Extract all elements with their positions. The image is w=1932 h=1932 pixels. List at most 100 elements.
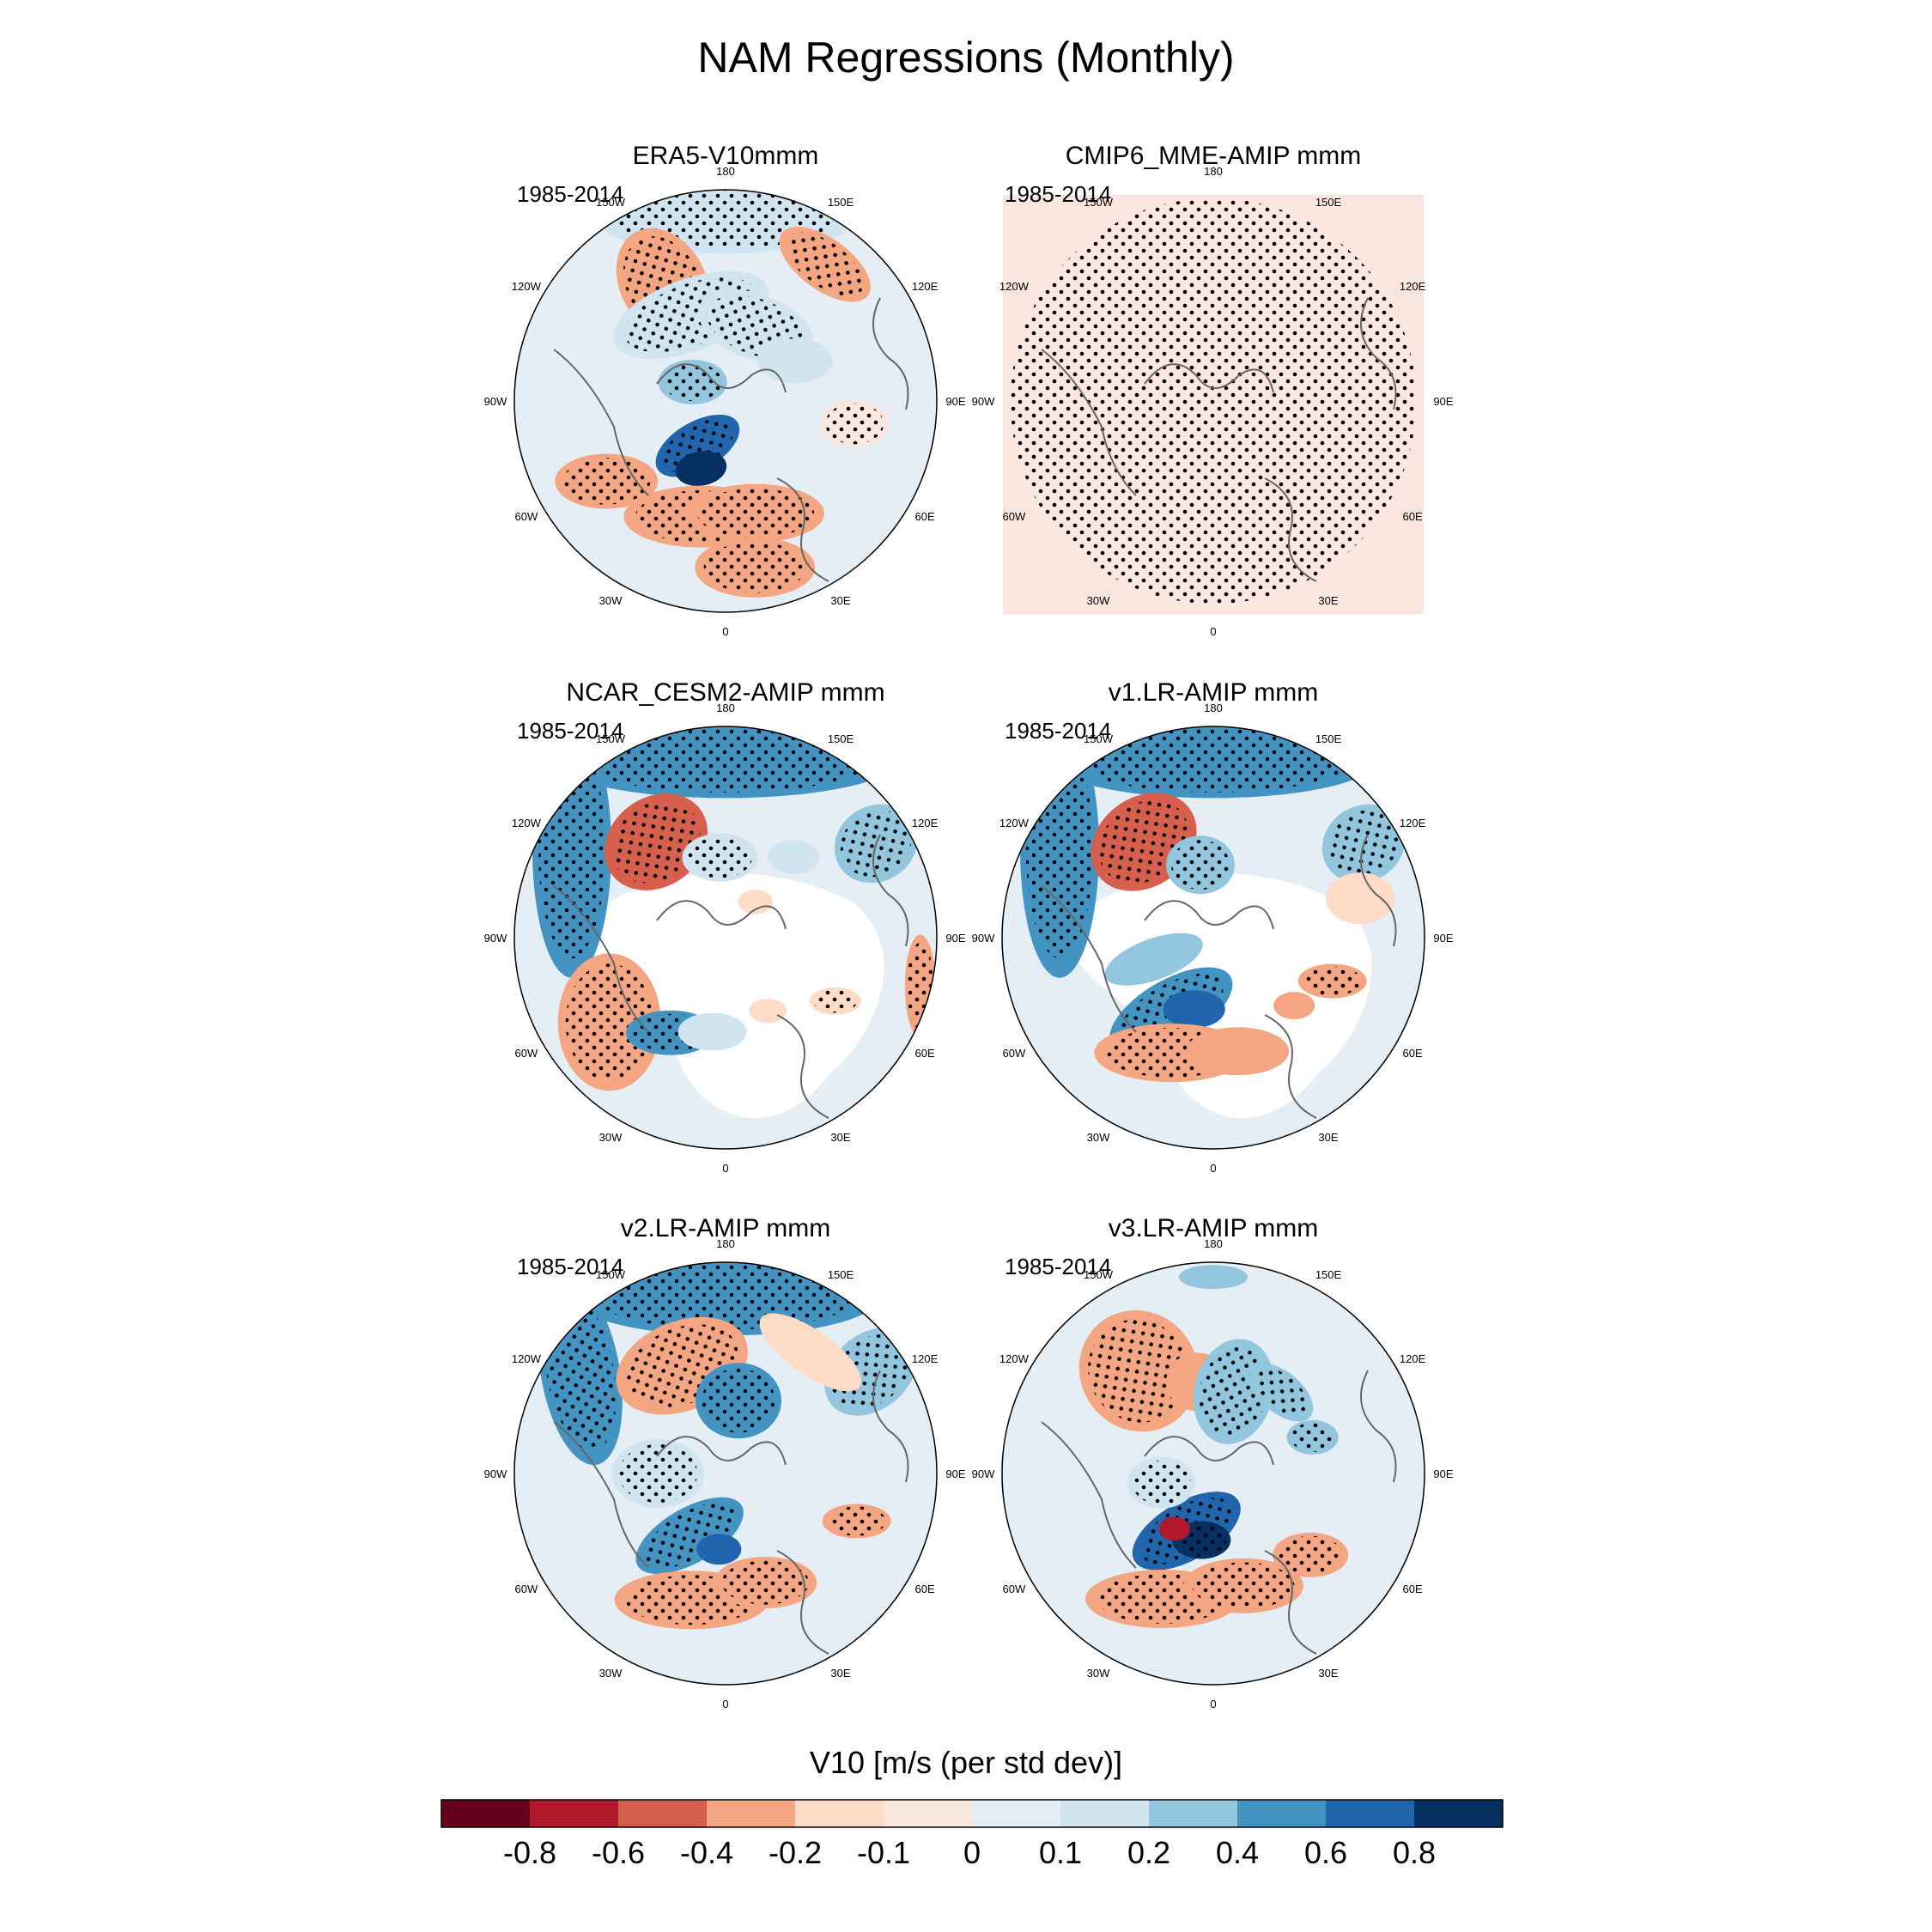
coastline (872, 297, 909, 410)
longitude-label: 150W (1084, 196, 1114, 209)
longitude-label: 120E (912, 817, 939, 829)
longitude-label: 90E (1433, 1467, 1453, 1480)
colorbar: -0.8 -0.6 -0.4 -0.2 -0.1 0 0.1 0.2 0.4 0.6 0.8 (440, 1799, 1504, 1870)
longitude-label: 120E (912, 1352, 939, 1365)
longitude-label: 60W (515, 1047, 538, 1060)
coastline (1360, 834, 1397, 947)
colorbar-swatch (618, 1800, 708, 1827)
colorbar-tick-label: 0.8 (1393, 1835, 1436, 1870)
anomaly-region (1158, 1516, 1190, 1541)
longitude-label: 60E (1403, 1047, 1423, 1060)
colorbar-tick-label: -0.6 (592, 1835, 645, 1870)
coastline (776, 477, 829, 582)
longitude-label: 30W (1087, 1131, 1110, 1144)
period-label: 1985-2014 (517, 718, 623, 744)
longitude-label: 180 (716, 1237, 735, 1250)
longitude-label: 30E (830, 1131, 850, 1144)
longitude-label: 60E (915, 1583, 935, 1595)
longitude-label: 150E (828, 732, 854, 745)
significance-stippling (661, 419, 733, 473)
longitude-label: 150W (596, 196, 626, 209)
longitude-label: 120W (512, 1352, 542, 1365)
period-label: 1985-2014 (1005, 181, 1111, 207)
longitude-label: 60E (1403, 510, 1423, 523)
longitude-label: 180 (1204, 165, 1223, 178)
significance-stippling (1010, 197, 1417, 605)
coastline (1264, 1014, 1317, 1119)
longitude-label: 30W (1087, 1667, 1110, 1680)
anomaly-region (1179, 1265, 1248, 1290)
significance-stippling (1254, 1368, 1309, 1418)
longitude-label: 150E (1315, 1268, 1342, 1281)
longitude-label: 90E (945, 932, 965, 945)
significance-stippling (703, 542, 806, 593)
significance-stippling (786, 232, 864, 297)
significance-stippling (721, 1560, 810, 1605)
period-label: 1985-2014 (517, 1254, 623, 1279)
colorbar-swatch (1414, 1800, 1504, 1827)
coastline (553, 349, 649, 496)
longitude-label: 30E (1318, 594, 1338, 607)
anomaly-region (675, 451, 727, 486)
coastline (553, 1421, 649, 1569)
longitude-label: 90E (1433, 395, 1453, 408)
map-panel: 180 150E 120E 90E 60E 30E 0 30W 60W 90W 120W 150W NC… (484, 678, 966, 1175)
anomaly-region (696, 1534, 742, 1565)
significance-stippling (907, 942, 934, 1030)
colorbar-tick-label: 0.1 (1039, 1835, 1082, 1870)
longitude-label: 180 (716, 702, 735, 714)
longitude-label: 30E (830, 1667, 850, 1680)
coastline (1041, 1421, 1137, 1569)
longitude-label: 0 (722, 1698, 728, 1710)
coastline (872, 1370, 909, 1483)
longitude-label: 150E (828, 1268, 854, 1281)
coastline (1264, 1550, 1317, 1655)
significance-stippling (688, 836, 752, 878)
anomaly-region (738, 890, 773, 914)
coastline (656, 363, 787, 393)
longitude-label: 60E (915, 510, 935, 523)
significance-stippling (1291, 1422, 1335, 1452)
colorbar-tick-label: 0.4 (1216, 1835, 1259, 1870)
longitude-label: 0 (1210, 1162, 1216, 1175)
panel-title: v1.LR-AMIP mmm (1109, 678, 1318, 707)
significance-stippling (1171, 840, 1230, 890)
longitude-label: 30W (599, 1131, 623, 1144)
longitude-label: 120E (1400, 1352, 1426, 1365)
anomaly-region (1186, 1027, 1290, 1076)
colorbar-swatch (1060, 1800, 1150, 1827)
panel-title: NCAR_CESM2-AMIP mmm (566, 678, 884, 707)
longitude-label: 0 (722, 625, 728, 638)
longitude-label: 30W (599, 594, 623, 607)
map-panel: 180 150E 120E 90E 60E 30E 0 30W 60W 90W 120W 150W v2… (484, 1214, 966, 1710)
coastline (1264, 477, 1317, 582)
longitude-label: 90W (484, 932, 507, 945)
significance-stippling (1074, 728, 1352, 793)
significance-stippling (643, 1503, 736, 1569)
longitude-label: 120W (512, 817, 542, 829)
significance-stippling (697, 488, 814, 538)
longitude-label: 150E (1315, 732, 1342, 745)
longitude-label: 90E (945, 395, 965, 408)
longitude-label: 120E (1400, 280, 1426, 293)
longitude-label: 30E (830, 594, 850, 607)
significance-stippling (813, 989, 858, 1013)
significance-stippling (565, 963, 653, 1081)
significance-stippling (538, 739, 606, 959)
anomaly-region (1104, 933, 1203, 986)
significance-stippling (1192, 1562, 1295, 1609)
significance-stippling (618, 1444, 698, 1503)
longitude-label: 90W (972, 395, 995, 408)
longitude-label: 30W (1087, 594, 1110, 607)
longitude-label: 60W (1003, 1047, 1026, 1060)
colorbar-frame (440, 1799, 1504, 1828)
colorbar-label: V10 [m/s (per std dev)] (809, 1745, 1123, 1780)
panel-title: CMIP6_MME-AMIP mmm (1066, 142, 1361, 170)
longitude-label: 30E (1318, 1131, 1338, 1144)
colorbar-swatch (795, 1800, 884, 1827)
significance-stippling (594, 1262, 857, 1330)
longitude-label: 60W (515, 510, 538, 523)
longitude-label: 0 (722, 1162, 728, 1175)
longitude-label: 150W (596, 1268, 626, 1281)
